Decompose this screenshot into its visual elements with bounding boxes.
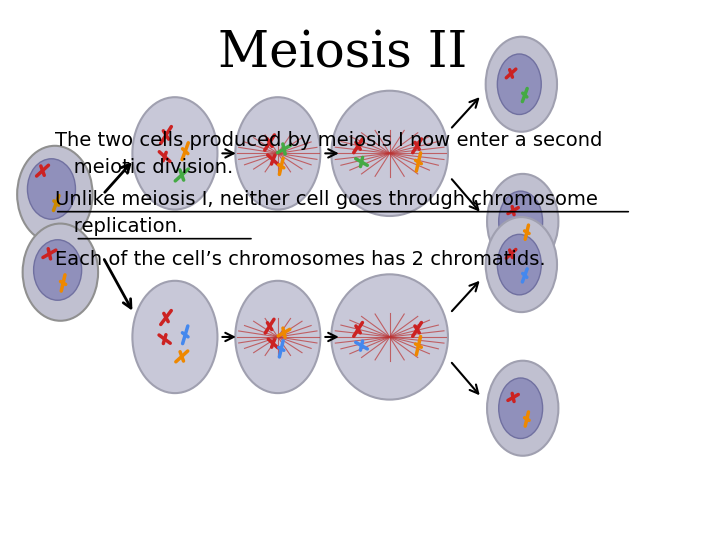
Text: Each of the cell’s chromosomes has 2 chromatids.: Each of the cell’s chromosomes has 2 chr…: [55, 249, 546, 269]
Ellipse shape: [34, 240, 81, 300]
Text: The two cells produced by meiosis I now enter a second: The two cells produced by meiosis I now …: [55, 131, 602, 150]
Ellipse shape: [499, 378, 543, 438]
Text: Meiosis II: Meiosis II: [218, 29, 467, 79]
Ellipse shape: [486, 217, 557, 312]
Ellipse shape: [132, 281, 217, 393]
Ellipse shape: [499, 191, 543, 252]
Ellipse shape: [498, 54, 541, 114]
Ellipse shape: [235, 281, 320, 393]
Ellipse shape: [22, 224, 98, 321]
Text: replication.: replication.: [55, 217, 183, 237]
Text: meiotic division.: meiotic division.: [55, 158, 233, 177]
Ellipse shape: [132, 97, 217, 210]
Ellipse shape: [235, 97, 320, 210]
Ellipse shape: [498, 234, 541, 295]
Ellipse shape: [331, 274, 448, 400]
Ellipse shape: [27, 159, 76, 219]
Ellipse shape: [487, 174, 559, 269]
Text: Unlike meiosis I, neither cell goes through chromosome: Unlike meiosis I, neither cell goes thro…: [55, 190, 598, 210]
Ellipse shape: [486, 37, 557, 132]
Ellipse shape: [487, 361, 559, 456]
Ellipse shape: [17, 146, 93, 243]
Ellipse shape: [331, 91, 448, 216]
